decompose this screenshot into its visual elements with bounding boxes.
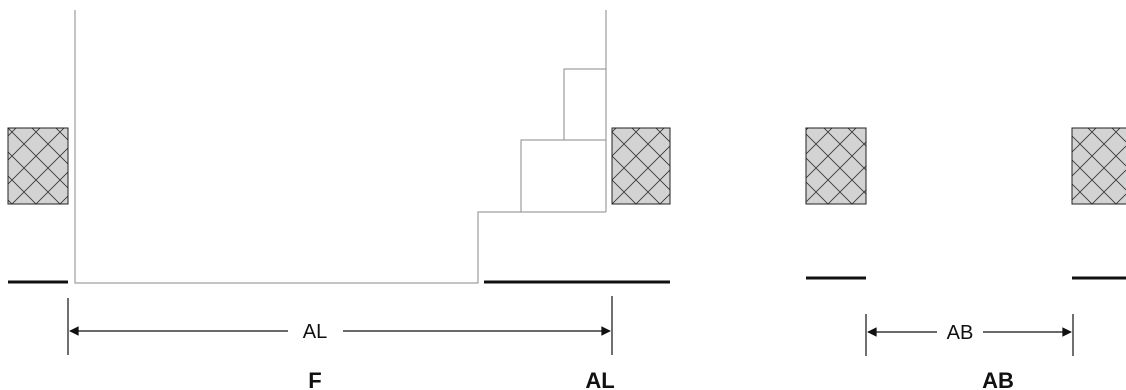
wall-section-left bbox=[7, 127, 69, 205]
dim-label-ab: AB bbox=[947, 322, 974, 344]
caption-f: F bbox=[308, 368, 321, 390]
dim-label-al: AL bbox=[303, 321, 327, 343]
wall-section-right-a bbox=[805, 127, 867, 205]
floor-outline bbox=[74, 10, 607, 284]
wall-section-middle bbox=[611, 127, 671, 205]
wall-section-right-b bbox=[1071, 127, 1126, 205]
caption-ab: AB bbox=[982, 368, 1014, 390]
caption-al: AL bbox=[585, 368, 614, 390]
